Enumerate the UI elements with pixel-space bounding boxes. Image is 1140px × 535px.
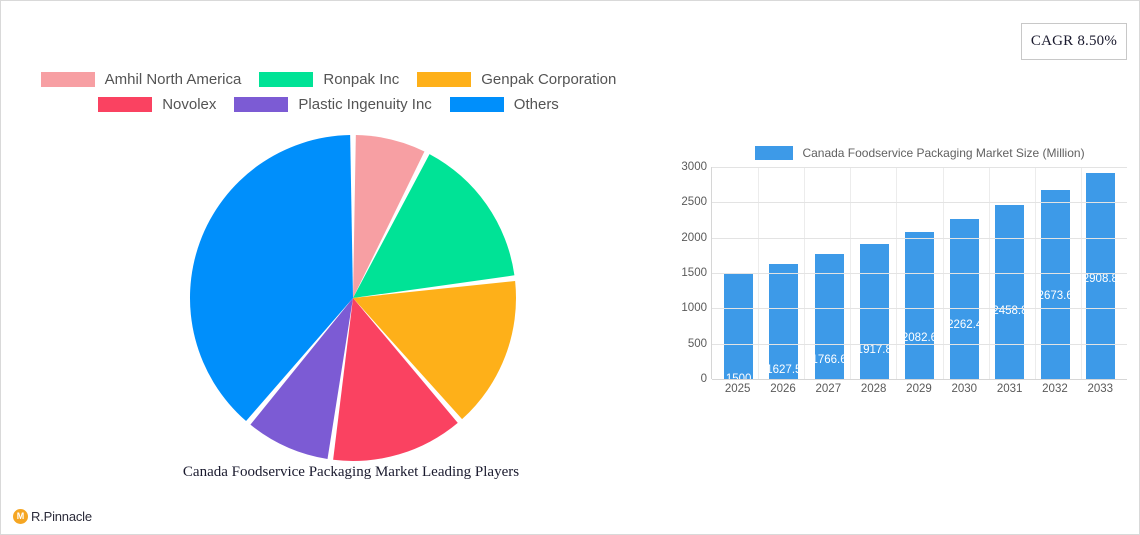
y-axis-tick-label: 2500 — [681, 196, 707, 209]
bar[interactable]: 1500 — [724, 273, 754, 385]
pie-legend-label: Others — [513, 96, 559, 113]
y-axis-tick-label: 0 — [700, 373, 707, 385]
gridline — [712, 237, 1127, 239]
pie-legend-swatch — [449, 97, 504, 112]
bar-value-label: 2673.6 — [1037, 290, 1073, 303]
pie-legend-item[interactable]: Others — [449, 96, 559, 113]
y-axis-tick-label: 3000 — [681, 161, 707, 173]
pie-legend-swatch — [259, 72, 314, 87]
plot-grid: 1500 1627.5 1766.6 1917.8 2082.6 2262.4 2458.8… — [711, 167, 1127, 385]
y-axis-tick-label: 1500 — [681, 267, 707, 279]
pie-legend-item[interactable]: Novolex — [98, 96, 216, 113]
pie-chart — [188, 134, 518, 464]
pie-legend-swatch — [234, 97, 289, 112]
bar[interactable]: 2082.6 — [901, 231, 938, 379]
bar[interactable]: 2262.4 — [947, 219, 983, 379]
bar-value-label: 1627.5 — [766, 364, 802, 376]
gridline — [712, 167, 1127, 168]
bar[interactable]: 2673.6 — [1037, 190, 1073, 379]
bar-legend-label: Canada Foodservice Packaging Market Size… — [802, 146, 1085, 160]
pie-legend-label: Ronpak Inc — [323, 71, 400, 88]
gridline — [712, 202, 1127, 204]
cagr-badge-label: CAGR 8.50% — [1030, 33, 1118, 49]
pie-legend-swatch — [417, 72, 472, 87]
bar-cell: 2908.8 — [1078, 167, 1123, 379]
x-axis-tick-label: 2029 — [906, 383, 932, 395]
pie-slice[interactable] — [333, 298, 458, 462]
x-axis-tick-label: 2028 — [860, 383, 887, 395]
bar-chart: Canada Foodservice Packaging Market Size… — [669, 143, 1131, 415]
pinnacle-logo-glyph: M — [16, 511, 25, 521]
bar-cell: 2458.8 — [987, 167, 1032, 379]
pie-legend-label: Amhil North America — [104, 71, 242, 88]
pie-legend-row: Amhil North America Ronpak Inc Genpak Corp… — [1, 71, 656, 88]
bar-value-label: 1766.6 — [811, 354, 847, 367]
pie-legend-item[interactable]: Ronpak Inc — [259, 71, 399, 88]
pie-slice[interactable] — [353, 135, 425, 298]
pie-slice[interactable] — [189, 135, 353, 422]
bar-chart-plot: 3000 2500 2000 1500 1000 500 0 1500 1627.5 1766.… — [669, 161, 1131, 407]
pie-slice[interactable] — [353, 154, 515, 298]
bar-value-label: 2458.8 — [992, 305, 1028, 318]
bar-cell: 2262.4 — [942, 167, 987, 379]
bar[interactable]: 2908.8 — [1082, 173, 1118, 379]
y-axis-tick-label: 1000 — [681, 302, 707, 315]
pie-legend-row: Novolex Plastic Ingenuity Inc Others — [1, 96, 656, 113]
pie-chart-svg — [189, 135, 517, 462]
cagr-badge: CAGR 8.50% — [1021, 23, 1127, 60]
bar-value-label: 2262.4 — [947, 319, 983, 332]
bar-value-label: 2908.8 — [1082, 273, 1118, 286]
brand-watermark: M R.Pinnacle — [13, 509, 92, 524]
y-axis-tick-label: 2000 — [681, 231, 707, 244]
gridline — [712, 343, 1127, 345]
gridline — [712, 379, 1127, 380]
pie-slice[interactable] — [250, 298, 353, 459]
x-axis-tick-label: 2025 — [724, 383, 751, 395]
bars-container: 1500 1627.5 1766.6 1917.8 2082.6 2262.4 2458.8… — [712, 167, 1127, 385]
bar-legend-swatch — [755, 146, 794, 160]
x-axis-tick-label: 2032 — [1042, 383, 1068, 395]
x-axis-tick-label: 2026 — [770, 383, 796, 395]
bar-value-label: 1917.8 — [856, 343, 892, 356]
gridline — [712, 273, 1127, 274]
pie-legend: Amhil North America Ronpak Inc Genpak Corp… — [1, 71, 656, 113]
bar-cell: 1766.6 — [806, 167, 851, 379]
pie-slice[interactable] — [353, 280, 517, 420]
x-axis-tick-label: 2030 — [951, 383, 978, 395]
bar[interactable]: 2458.8 — [992, 205, 1028, 379]
bar[interactable]: 1627.5 — [766, 264, 802, 379]
x-axis: 2025 2026 2027 2028 2029 2030 2031 2032 2033 — [711, 383, 1127, 395]
y-axis: 3000 2500 2000 1500 1000 500 0 — [669, 161, 707, 385]
bar-value-label: 2082.6 — [901, 331, 938, 344]
bar[interactable]: 1766.6 — [811, 254, 847, 379]
x-axis-tick-label: 2031 — [996, 383, 1023, 395]
pie-chart-title: Canada Foodservice Packaging Market Lead… — [182, 464, 520, 480]
pie-legend-label: Genpak Corporation — [481, 71, 617, 88]
x-axis-tick-label: 2027 — [815, 383, 842, 395]
bar-cell: 2082.6 — [897, 167, 942, 379]
pie-legend-label: Novolex — [162, 96, 217, 113]
brand-name: R.Pinnacle — [31, 509, 92, 524]
pie-legend-swatch — [98, 97, 153, 112]
pie-legend-label: Plastic Ingenuity Inc — [298, 96, 432, 113]
y-axis-tick-label: 500 — [687, 337, 707, 350]
pie-legend-item[interactable]: Genpak Corporation — [417, 71, 616, 88]
bar-chart-legend[interactable]: Canada Foodservice Packaging Market Size… — [669, 143, 1131, 160]
bar[interactable]: 1917.8 — [856, 243, 892, 379]
x-axis-tick-label: 2033 — [1087, 383, 1114, 395]
pinnacle-logo-icon: M — [13, 509, 28, 524]
pie-legend-swatch — [40, 72, 95, 87]
bar-cell: 2673.6 — [1033, 167, 1078, 379]
bar-cell: 1917.8 — [852, 167, 897, 379]
bar-cell: 1627.5 — [761, 167, 806, 379]
pie-legend-item[interactable]: Plastic Ingenuity Inc — [234, 96, 432, 113]
gridline — [712, 308, 1127, 310]
pie-legend-item[interactable]: Amhil North America — [40, 71, 242, 88]
